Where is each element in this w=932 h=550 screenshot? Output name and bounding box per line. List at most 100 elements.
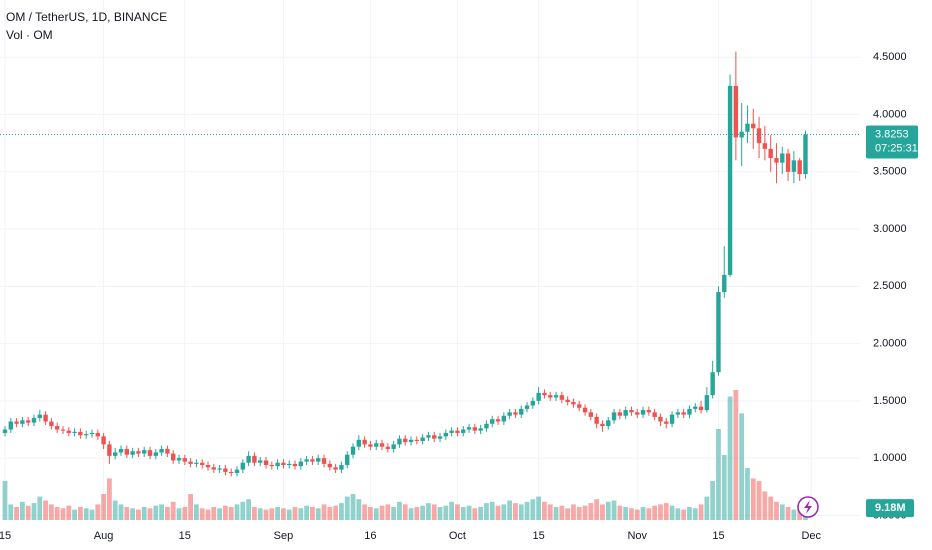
x-tick-label: 15 [179,530,191,542]
volume-bar [472,508,478,520]
volume-bar [368,507,373,520]
volume-bar [159,504,165,520]
candle-body [751,123,756,129]
volume-bar [623,507,629,520]
candle-body [426,435,431,438]
volume-bar [733,390,739,520]
candle-body [716,292,721,373]
volume-bar [750,478,756,520]
volume-bar [252,507,257,520]
volume-bar [611,500,617,520]
candle-body [124,448,130,455]
candle-body [484,423,489,429]
lightning-icon[interactable] [797,496,819,518]
candle-body [54,426,60,430]
volume-bar [327,507,333,520]
candle-body [292,463,298,467]
candle-body [188,461,193,464]
volume-bar [559,505,565,520]
volume-bar [95,504,101,520]
volume-bar [762,491,768,520]
volume-bar [362,504,368,520]
candle-body [217,468,222,470]
volume-bar [25,505,31,520]
y-tick-label: 2.0000 [873,338,907,350]
candle-body [89,432,95,435]
x-tick-label: Sep [274,530,294,542]
volume-bar [634,509,640,520]
volume-bar [165,507,170,520]
candle-body [316,458,321,462]
candle-body [722,274,727,293]
y-tick-label: 1.5000 [873,395,907,407]
volume-bar [48,504,54,520]
candle-body [147,450,153,456]
volume-bar [617,505,623,520]
volume-bar [542,501,547,520]
candle-body [397,438,402,445]
x-tick-label: 15 [0,530,11,542]
volume-bar [576,507,582,520]
icon-bolt[interactable] [804,500,812,514]
candle-body [432,435,437,439]
candle-body [368,444,373,447]
volume-bar [687,507,692,520]
candle-body [269,465,275,467]
candle-body [113,452,118,456]
candle-body [391,444,396,449]
volume-bar [147,508,153,520]
volume-bar [240,501,246,520]
volume-bar [391,507,397,520]
grid [0,0,860,520]
volume-bar [402,504,408,520]
volume-bar [669,505,675,520]
candle-body [136,451,141,454]
volume-bar [692,508,698,520]
candle-body [414,439,420,441]
volume-bar [83,508,89,520]
volume-bar [652,505,658,520]
volume-bar [640,507,646,520]
last-price-label: 3.8253 [875,128,909,140]
candle-body [727,85,733,275]
volume-bar [408,508,414,520]
candle-body [362,439,367,445]
volume-badge [866,499,914,518]
candle-body [420,437,425,441]
volume-bar [234,504,240,520]
candle-body [72,431,77,433]
candle-body [374,443,379,447]
volume-bar [518,504,524,520]
candle-body [582,407,588,413]
volume-bar [704,496,710,520]
volume-bar [54,507,60,520]
candle-body [652,412,657,417]
volume-bar [315,508,321,520]
candle-body [611,412,617,421]
volume-bar [397,501,402,520]
candle-body [559,395,565,400]
volume-bar [176,508,182,520]
candle-body [176,458,182,461]
volume-bar [716,429,721,520]
candle-body [8,421,13,430]
candle-body [513,412,518,415]
candle-body [43,414,48,422]
volume-bar [466,505,472,520]
x-tick-label: 15 [712,530,724,542]
candle-body [246,455,251,463]
candle-body [327,463,333,468]
candle-body [437,436,443,439]
volume-bar [217,508,223,520]
volume-bar [484,503,489,520]
volume-bar [136,509,141,520]
volume-bar [188,494,194,520]
candle-body [664,421,669,424]
candle-body [524,405,530,409]
candle-body [548,395,553,398]
candle-body [83,434,89,436]
candle-body [182,458,188,462]
volume-bar [507,500,513,520]
candle-body [461,429,466,433]
volume-bar [524,501,530,520]
